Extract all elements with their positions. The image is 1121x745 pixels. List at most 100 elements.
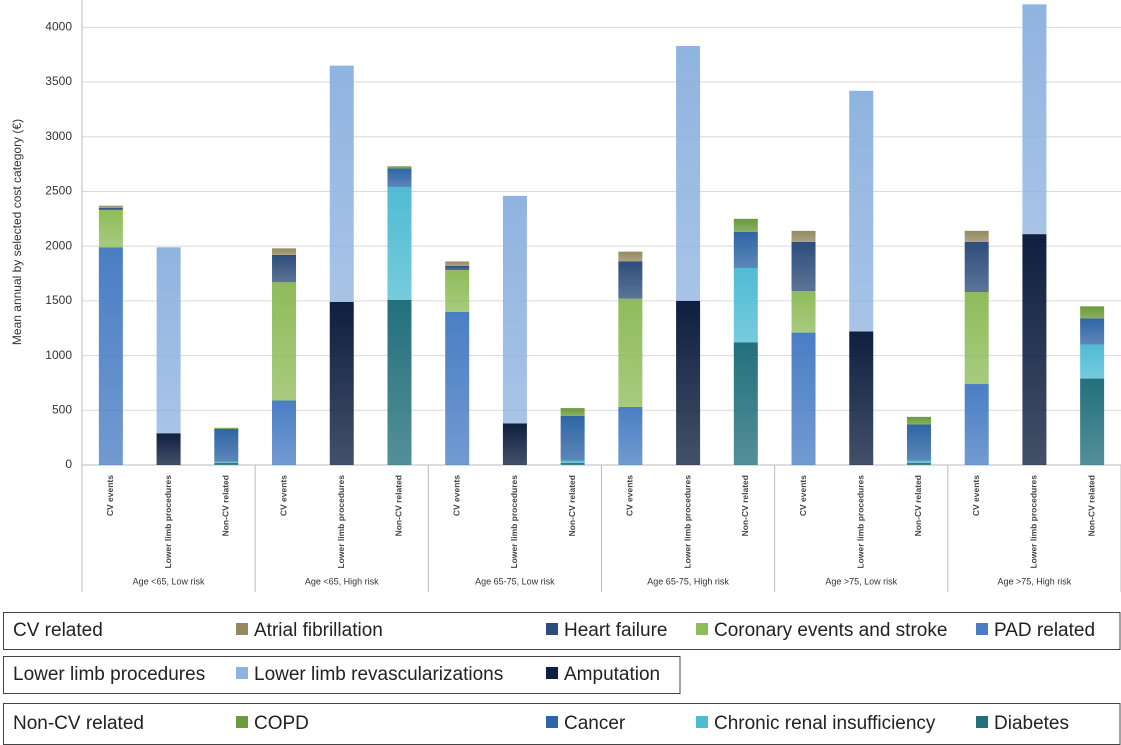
legend-box [3,703,1121,745]
bar-segment [1080,318,1105,345]
bar-segment [964,292,989,385]
bar-segment [98,205,123,208]
legend-swatch [236,716,248,728]
group-label: Age 65-75, High risk [647,576,729,586]
y-tick-label: 3000 [45,129,72,143]
bar-segment [676,300,701,465]
bar-segment [214,461,239,463]
legend-label: Lower limb revascularizations [254,664,503,685]
legend-label: Diabetes [994,713,1069,734]
y-axis-label: Mean annual by selected cost category (€… [10,119,24,345]
bar-segment [98,210,123,248]
y-tick-label: 1500 [45,293,72,307]
bar-segment [791,291,816,333]
bar-segment [502,195,527,424]
x-tick-label: Non-CV related [1086,475,1096,536]
y-tick-label: 2500 [45,184,72,198]
bar-segment [214,427,239,429]
bar-segment [387,187,412,300]
x-tick-label: Lower limb procedures [509,475,519,569]
x-tick-label: Non-CV related [740,475,750,536]
legend-swatch [546,623,558,635]
bar-segment [1080,378,1105,465]
bar-segment [618,407,643,465]
y-tick-label: 3500 [45,74,72,88]
group-label: Age <65, High risk [305,576,379,586]
bar-segment [791,241,816,292]
bar-segment [329,301,354,465]
bar-segment [560,462,585,465]
bar-segment [445,265,470,271]
x-tick-label: Lower limb procedures [682,475,692,569]
bar-segment [1022,4,1047,235]
bar-segment [906,462,931,465]
y-tick-label: 4000 [45,20,72,34]
legend-label: Amputation [564,664,660,685]
x-tick-label: Non-CV related [567,475,577,536]
bar-segment [272,282,297,401]
bar-segment [272,254,297,283]
x-tick-label: CV events [625,475,635,516]
group-label: Age >75, Low risk [825,576,897,586]
bar-segment [445,311,470,465]
bar-segment [733,268,758,343]
bar-segment [791,332,816,465]
x-tick-label: Lower limb procedures [163,475,173,569]
bar-segment [733,231,758,269]
bar-segment [560,408,585,416]
bar-segment [964,230,989,242]
legend-label: Heart failure [564,620,668,641]
group-label: Age 65-75, Low risk [475,576,555,586]
x-tick-label: CV events [105,475,115,516]
x-tick-label: CV events [278,475,288,516]
bar-segment [560,460,585,463]
legend-swatch [976,716,988,728]
bar-segment [560,415,585,461]
legend-swatch [546,667,558,679]
bar-segment [791,230,816,242]
legend-label: Coronary events and stroke [714,620,947,641]
legend-box [3,612,1121,650]
legend-swatch [236,623,248,635]
bar-segment [445,261,470,266]
group-label: Age <65, Low risk [133,576,205,586]
bar-segment [387,166,412,169]
bar-segment [906,424,931,461]
x-tick-label: Lower limb procedures [856,475,866,569]
legend-swatch [546,716,558,728]
bar-segment [1080,344,1105,379]
x-tick-label: CV events [971,475,981,516]
legend-label: Atrial fibrillation [254,620,383,641]
legend-swatch [696,623,708,635]
legend-label: Cancer [564,713,626,734]
x-tick-label: Non-CV related [394,475,404,536]
x-tick-label: CV events [451,475,461,516]
legend-swatch [976,623,988,635]
legend-group-title: CV related [13,620,103,641]
bar-segment [214,462,239,465]
x-tick-label: Lower limb procedures [336,475,346,569]
legend-swatch [696,716,708,728]
legend-label: COPD [254,713,309,734]
y-tick-label: 2000 [45,238,72,252]
y-tick-label: 500 [52,402,72,416]
bar-segment [445,270,470,312]
bar-segment [906,460,931,463]
bar-segment [733,218,758,232]
bar-segment [329,65,354,302]
bar-segment [676,45,701,301]
x-tick-label: Non-CV related [221,475,231,536]
bar-segment [98,207,123,211]
bar-segment [618,251,643,262]
y-tick-label: 1000 [45,348,72,362]
bar-segment [156,433,181,465]
bar-segment [964,384,989,465]
bar-segment [618,261,643,299]
x-tick-label: Non-CV related [913,475,923,536]
legend-swatch [236,667,248,679]
group-label: Age >75, High risk [998,576,1072,586]
bar-segment [1022,234,1047,465]
y-tick-label: 0 [65,457,72,471]
legend-label: PAD related [994,620,1095,641]
